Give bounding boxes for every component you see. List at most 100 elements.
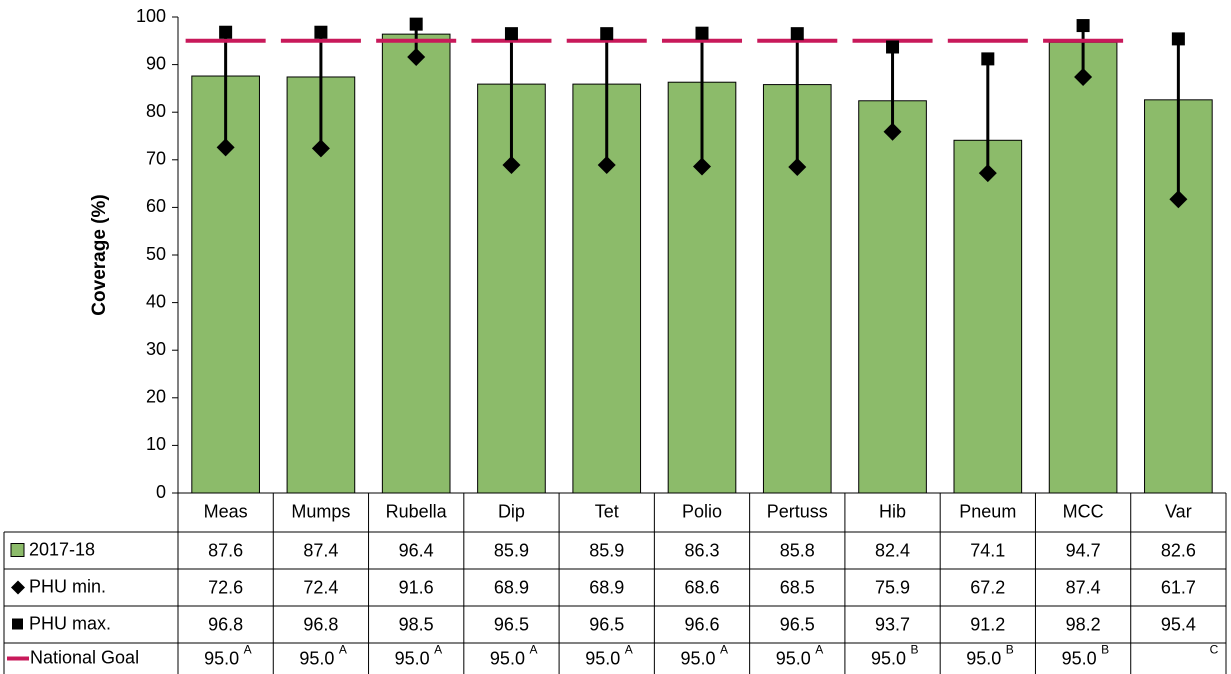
table-cell: 68.5 [780, 577, 815, 597]
table-cell: 95.0 [680, 648, 715, 668]
y-tick-label: 10 [146, 434, 166, 454]
table-cell-superscript: A [339, 643, 347, 657]
max-marker-rubella [409, 17, 423, 31]
table-cell: 74.1 [970, 540, 1005, 560]
min-marker-hib [883, 122, 902, 141]
table-cell: 95.0 [966, 648, 1001, 668]
table-cell: 72.4 [303, 577, 338, 597]
y-tick-label: 100 [136, 6, 166, 26]
table-cell: 82.6 [1161, 540, 1196, 560]
min-marker-tet [597, 156, 616, 175]
table-cell: 95.0 [1062, 648, 1097, 668]
table-cell: 96.5 [589, 614, 624, 634]
table-cell: 98.5 [399, 614, 434, 634]
table-cell: 95.0 [299, 648, 334, 668]
min-marker-meas [216, 138, 235, 157]
table-cell-superscript: A [529, 643, 537, 657]
min-marker-rubella [407, 47, 426, 66]
y-tick-label: 50 [146, 244, 166, 264]
table-cell: 95.0 [585, 648, 620, 668]
min-marker-pertuss [788, 157, 807, 176]
y-tick-label: 80 [146, 101, 166, 121]
table-cell: 96.5 [494, 614, 529, 634]
legend-key-square [12, 618, 23, 630]
table-cell-superscript: B [1101, 643, 1109, 657]
y-tick-label: 0 [156, 482, 166, 502]
row-label: 2017-18 [29, 539, 95, 559]
table-cell: 61.7 [1161, 577, 1196, 597]
bar-mcc [1048, 41, 1118, 494]
table-cell: 96.4 [399, 540, 434, 560]
table-cell-superscript: C [1210, 643, 1219, 657]
marker-layer [216, 17, 1188, 209]
max-marker-pneum [981, 52, 995, 66]
table-cell-superscript: A [720, 643, 728, 657]
min-marker-mcc [1074, 67, 1093, 86]
table-cell: 96.8 [303, 614, 338, 634]
max-marker-meas [219, 25, 233, 39]
y-tick-label: 70 [146, 149, 166, 169]
table-cell: 72.6 [208, 577, 243, 597]
row-label: PHU min. [29, 576, 106, 596]
legend-key-bar [10, 543, 25, 557]
table-cell: 95.0 [395, 648, 430, 668]
category-label: Meas [204, 501, 248, 521]
table-cell: 91.6 [399, 577, 434, 597]
table-cell: 68.9 [589, 577, 624, 597]
table-cell: 75.9 [875, 577, 910, 597]
y-tick-label: 20 [146, 387, 166, 407]
table-cell: 87.4 [1066, 577, 1101, 597]
min-marker-var [1169, 190, 1188, 209]
table-cell-superscript: A [815, 643, 823, 657]
max-marker-mumps [314, 25, 328, 39]
table-cell: 68.9 [494, 577, 529, 597]
table-cell: 68.6 [684, 577, 719, 597]
row-label: PHU max. [29, 613, 111, 633]
table-cell: 85.9 [589, 540, 624, 560]
table-cell: 93.7 [875, 614, 910, 634]
table-cell: 96.6 [684, 614, 719, 634]
table-cell: 95.0 [490, 648, 525, 668]
table-cell: 86.3 [684, 540, 719, 560]
table-cell-superscript: B [1006, 643, 1014, 657]
category-label: Tet [595, 501, 619, 521]
table-cell: 87.6 [208, 540, 243, 560]
table-cell: 96.5 [780, 614, 815, 634]
category-label: Rubella [386, 501, 448, 521]
table-cell: 95.4 [1161, 614, 1196, 634]
min-marker-mumps [311, 139, 330, 158]
row-label: National Goal [30, 647, 139, 667]
category-label: Dip [498, 501, 525, 521]
bar-rubella [381, 33, 451, 494]
table-cell: 95.0 [871, 648, 906, 668]
category-label: Pertuss [767, 501, 828, 521]
y-axis-label: Coverage (%) [89, 194, 110, 315]
max-marker-dip [504, 27, 518, 41]
table-cell: 94.7 [1066, 540, 1101, 560]
table-cell-superscript: B [911, 643, 919, 657]
max-marker-pertuss [790, 27, 804, 41]
table-cell: 96.8 [208, 614, 243, 634]
bar-pneum [953, 139, 1023, 494]
table-cell: 95.0 [204, 648, 239, 668]
max-marker-mcc [1076, 19, 1090, 33]
y-tick-label: 30 [146, 339, 166, 359]
table-cell: 91.2 [970, 614, 1005, 634]
table-cell-superscript: A [244, 643, 252, 657]
legend-key-diamond [11, 580, 25, 595]
category-label: MCC [1063, 501, 1104, 521]
table-cell-superscript: A [625, 643, 633, 657]
max-marker-polio [695, 26, 709, 40]
max-marker-tet [600, 27, 614, 41]
y-tick-label: 60 [146, 196, 166, 216]
table-cell: 95.0 [776, 648, 811, 668]
bar-hib [858, 100, 927, 494]
table-cell: 85.9 [494, 540, 529, 560]
max-marker-hib [886, 40, 900, 54]
table-cell: 98.2 [1066, 614, 1101, 634]
category-label: Polio [682, 501, 722, 521]
table-cell: 85.8 [780, 540, 815, 560]
min-marker-dip [502, 156, 521, 175]
table-cell: 67.2 [970, 577, 1005, 597]
